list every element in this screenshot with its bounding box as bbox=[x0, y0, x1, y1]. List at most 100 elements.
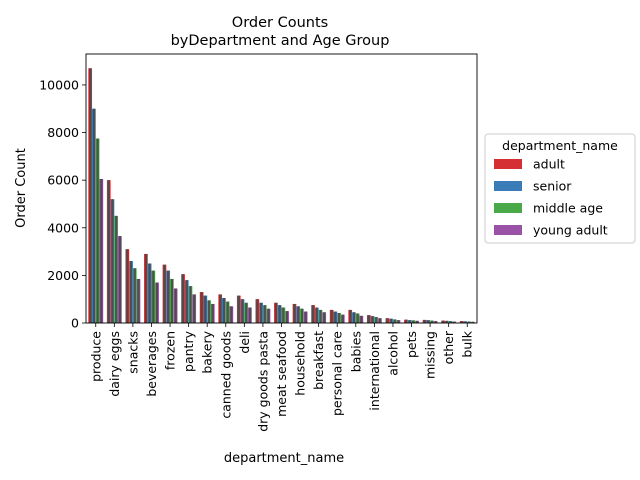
overlay-bar-young-adult-breakfast bbox=[323, 312, 326, 323]
overlay-bar-adult-pets bbox=[404, 319, 408, 323]
y-axis-label: Order Count bbox=[14, 148, 29, 228]
overlay-bar-adult-meat-seafood bbox=[274, 302, 278, 323]
overlay-bar-adult-snacks bbox=[126, 249, 129, 323]
x-tick-label: frozen bbox=[163, 331, 178, 370]
legend-swatch-middle-age bbox=[494, 203, 522, 213]
x-tick-label: dry goods pasta bbox=[255, 331, 270, 432]
y-tick-label: 8000 bbox=[47, 125, 79, 140]
x-tick-label: international bbox=[367, 331, 382, 411]
x-tick-label: bulk bbox=[460, 330, 475, 357]
overlay-bar-middle-age-frozen bbox=[170, 278, 174, 323]
overlay-bar-middle-age-breakfast bbox=[319, 309, 322, 323]
overlay-bar-adult-pantry bbox=[181, 274, 185, 323]
legend-title: department_name bbox=[502, 138, 618, 153]
overlay-bar-senior-bakery bbox=[204, 295, 207, 323]
overlay-bar-senior-meat-seafood bbox=[278, 305, 281, 323]
overlay-bar-middle-age-household bbox=[300, 308, 304, 323]
overlay-bar-young-adult-household bbox=[304, 311, 307, 323]
x-axis: produce dairy eggs snacks beverages frozen pa… bbox=[88, 323, 475, 432]
x-tick-label: beverages bbox=[144, 331, 159, 397]
x-tick-label: breakfast bbox=[311, 331, 326, 390]
overlay-bar-adult-alcohol bbox=[386, 318, 389, 323]
overlay-bar-senior-personal-care bbox=[334, 311, 337, 323]
overlay-bar-senior-frozen bbox=[167, 270, 170, 323]
overlay-bar-young-adult-babies bbox=[360, 315, 363, 323]
overlay-bar-young-adult-deli bbox=[248, 307, 252, 323]
overlay-bar-young-adult-dry-goods-pasta bbox=[267, 308, 270, 323]
overlay-bar-young-adult-snacks bbox=[137, 278, 140, 323]
x-axis-label: department_name bbox=[224, 451, 344, 466]
overlay-bar-middle-age-babies bbox=[356, 313, 359, 323]
legend-swatch-adult bbox=[494, 159, 522, 169]
overlay-bar-adult-household bbox=[293, 303, 296, 323]
overlay-bar-young-adult-frozen bbox=[174, 288, 177, 323]
x-tick-label: babies bbox=[348, 331, 363, 372]
overlay-bar-adult-bakery bbox=[200, 292, 203, 323]
overlay-bar-middle-age-dairy-eggs bbox=[115, 215, 118, 323]
overlay-bar-adult-frozen bbox=[163, 264, 166, 323]
overlay-bar-young-adult-bakery bbox=[211, 303, 214, 323]
chart-title: Order Counts byDepartment and Age Group bbox=[171, 15, 390, 49]
y-tick-label: 2000 bbox=[47, 268, 79, 283]
overlay-bar-senior-missing bbox=[427, 320, 430, 323]
overlay-bar-senior-pets bbox=[408, 320, 411, 323]
x-tick-label: meat seafood bbox=[274, 331, 289, 417]
overlay-bars-layer bbox=[89, 68, 474, 323]
overlay-bar-senior-deli bbox=[241, 299, 244, 323]
y-tick-label: 0 bbox=[71, 316, 79, 331]
y-axis: 0 2000 4000 6000 8000 10000 bbox=[39, 77, 86, 331]
overlay-bar-middle-age-alcohol bbox=[393, 319, 396, 323]
overlay-bar-middle-age-bulk bbox=[467, 321, 471, 323]
overlay-bar-young-adult-personal-care bbox=[341, 314, 344, 323]
overlay-bar-middle-age-personal-care bbox=[337, 313, 341, 323]
overlay-bar-young-adult-produce bbox=[100, 178, 103, 323]
legend-swatch-senior bbox=[494, 181, 522, 191]
overlay-bar-adult-canned-goods bbox=[219, 294, 222, 323]
overlay-bar-adult-bulk bbox=[460, 321, 463, 323]
overlay-bar-young-adult-meat-seafood bbox=[285, 311, 289, 323]
x-tick-label: alcohol bbox=[385, 331, 400, 376]
legend: department_name adult senior middle age you… bbox=[484, 133, 636, 244]
x-tick-label: snacks bbox=[125, 331, 140, 374]
overlay-bar-young-adult-canned-goods bbox=[230, 306, 233, 323]
overlay-bar-young-adult-international bbox=[378, 318, 382, 323]
overlay-bar-senior-babies bbox=[352, 312, 356, 323]
overlay-bar-middle-age-produce bbox=[96, 138, 99, 323]
y-tick-label: 10000 bbox=[39, 77, 79, 92]
overlay-bar-middle-age-bakery bbox=[207, 300, 211, 323]
x-tick-label: canned goods bbox=[218, 331, 233, 419]
overlay-bar-adult-other bbox=[441, 320, 445, 323]
overlay-bar-young-adult-dairy-eggs bbox=[118, 236, 122, 323]
overlay-bar-senior-international bbox=[371, 316, 374, 323]
chart-title-line-2: byDepartment and Age Group bbox=[171, 33, 390, 49]
overlay-bar-young-adult-pantry bbox=[193, 294, 196, 323]
overlay-bar-adult-missing bbox=[423, 319, 426, 323]
x-tick-label: other bbox=[441, 330, 456, 364]
overlay-bar-senior-alcohol bbox=[389, 318, 393, 323]
overlay-bar-young-adult-other bbox=[453, 321, 456, 323]
overlay-bar-adult-beverages bbox=[144, 253, 148, 323]
legend-label-middle-age: middle age bbox=[533, 201, 603, 216]
overlay-bar-senior-canned-goods bbox=[222, 298, 226, 323]
overlay-bar-senior-beverages bbox=[148, 263, 151, 323]
y-tick-label: 4000 bbox=[47, 220, 79, 235]
overlay-bar-middle-age-meat-seafood bbox=[282, 307, 285, 323]
x-tick-label: produce bbox=[88, 331, 103, 382]
overlay-bar-young-adult-missing bbox=[434, 321, 437, 323]
x-tick-label: deli bbox=[237, 331, 252, 354]
overlay-bar-young-adult-bulk bbox=[471, 321, 474, 323]
overlay-bar-middle-age-deli bbox=[245, 302, 248, 323]
x-tick-label: bakery bbox=[200, 330, 215, 373]
overlay-bar-adult-babies bbox=[349, 309, 352, 323]
legend-items: adult senior middle age young adult bbox=[494, 157, 608, 238]
overlay-bar-middle-age-missing bbox=[430, 320, 434, 323]
overlay-bar-senior-dry-goods-pasta bbox=[259, 302, 263, 323]
overlay-bar-young-adult-alcohol bbox=[397, 320, 400, 323]
overlay-bar-middle-age-dry-goods-pasta bbox=[263, 305, 266, 323]
x-tick-label: pantry bbox=[181, 330, 196, 372]
overlay-bar-middle-age-snacks bbox=[133, 268, 136, 323]
y-tick-label: 6000 bbox=[47, 173, 79, 188]
overlay-bar-senior-pantry bbox=[185, 280, 188, 323]
x-tick-label: personal care bbox=[330, 331, 345, 416]
chart-title-line-1: Order Counts bbox=[232, 15, 328, 31]
